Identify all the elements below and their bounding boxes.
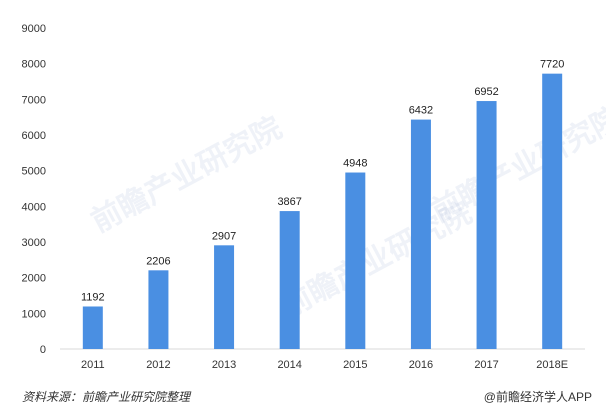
y-tick-label: 5000 xyxy=(22,166,46,178)
data-labels: 1192 2206 2907 3867 4948 6432 6952 7720 xyxy=(81,59,564,304)
bar-chart: 0 1000 2000 3000 4000 5000 6000 7000 8000 9000 11… xyxy=(22,23,585,371)
data-label-2011: 1192 xyxy=(81,291,105,303)
x-tick-label-2015: 2015 xyxy=(343,359,367,371)
bar-2016 xyxy=(410,119,431,349)
y-axis-ticks: 0 1000 2000 3000 4000 5000 6000 7000 8000 9000 xyxy=(22,23,46,356)
data-label-2015: 4948 xyxy=(343,158,367,170)
y-tick-label: 4000 xyxy=(22,201,46,213)
y-tick-label: 9000 xyxy=(22,23,46,35)
x-tick-label-2013: 2013 xyxy=(212,359,236,371)
x-tick-label-2012: 2012 xyxy=(146,359,170,371)
data-label-2017: 6952 xyxy=(474,86,498,98)
y-tick-label: 7000 xyxy=(22,94,46,106)
bar-2015 xyxy=(345,172,366,349)
bar-2012 xyxy=(148,270,169,349)
y-tick-label: 3000 xyxy=(22,237,46,249)
data-label-2012: 2206 xyxy=(146,255,170,267)
y-tick-label: 8000 xyxy=(22,59,46,71)
data-label-2018E: 7720 xyxy=(540,59,564,71)
bar-2017 xyxy=(476,101,497,349)
at-icon: @ xyxy=(483,390,496,404)
data-label-2014: 3867 xyxy=(277,196,301,208)
y-tick-label: 1000 xyxy=(22,308,46,320)
data-label-2016: 6432 xyxy=(409,105,433,117)
bar-2014 xyxy=(279,211,300,349)
y-tick-label: 6000 xyxy=(22,130,46,142)
source-note: 资料来源：前瞻产业研究院整理 xyxy=(22,390,191,404)
data-label-2013: 2907 xyxy=(212,230,236,242)
bars xyxy=(82,73,563,350)
brand-credit: @前瞻经济学人APP xyxy=(484,388,592,405)
x-tick-label-2016: 2016 xyxy=(409,359,433,371)
x-tick-label-2017: 2017 xyxy=(474,359,498,371)
x-tick-label-2014: 2014 xyxy=(277,359,301,371)
y-tick-label: 2000 xyxy=(22,273,46,285)
bar-2018E xyxy=(542,73,563,350)
y-tick-label: 0 xyxy=(40,344,46,356)
brand-name: 前瞻经济学人APP xyxy=(495,390,592,404)
bar-2011 xyxy=(82,306,103,349)
x-axis-ticks: 2011 2012 2013 2014 2015 2016 2017 2018E xyxy=(81,359,568,371)
x-tick-label-2018E: 2018E xyxy=(536,359,568,371)
bar-2013 xyxy=(214,245,235,349)
x-tick-label-2011: 2011 xyxy=(81,359,105,371)
